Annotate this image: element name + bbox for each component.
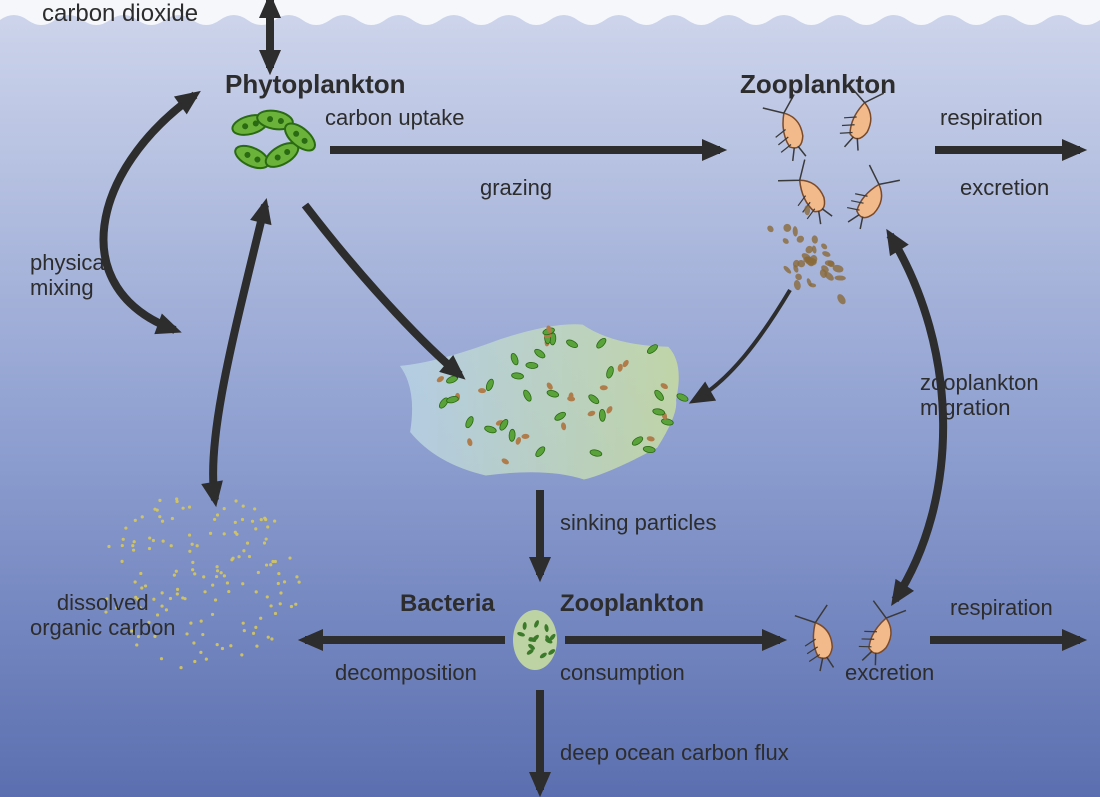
label-grazing: grazing	[480, 175, 552, 200]
label-excretion_top: excretion	[960, 175, 1049, 200]
label-zooplankton_top: Zooplankton	[740, 70, 896, 100]
label-deep_flux: deep ocean carbon flux	[560, 740, 789, 765]
label-sinking_particles: sinking particles	[560, 510, 717, 535]
particle-icon	[513, 610, 557, 670]
label-carbon_dioxide: carbon dioxide	[42, 0, 198, 28]
label-respiration_top: respiration	[940, 105, 1043, 130]
label-carbon_uptake: carbon uptake	[325, 105, 464, 130]
label-bacteria: Bacteria	[400, 590, 495, 618]
label-dissolved: dissolved organic carbon	[30, 590, 176, 641]
label-consumption: consumption	[560, 660, 685, 685]
label-physical_mixing: physical mixing	[30, 250, 109, 301]
label-phytoplankton: Phytoplankton	[225, 70, 406, 100]
label-excretion_bot: excretion	[845, 660, 934, 685]
label-zoo_migration: zooplankton migration	[920, 370, 1039, 421]
label-zooplankton_mid: Zooplankton	[560, 590, 704, 618]
label-respiration_bot: respiration	[950, 595, 1053, 620]
label-decomposition: decomposition	[335, 660, 477, 685]
